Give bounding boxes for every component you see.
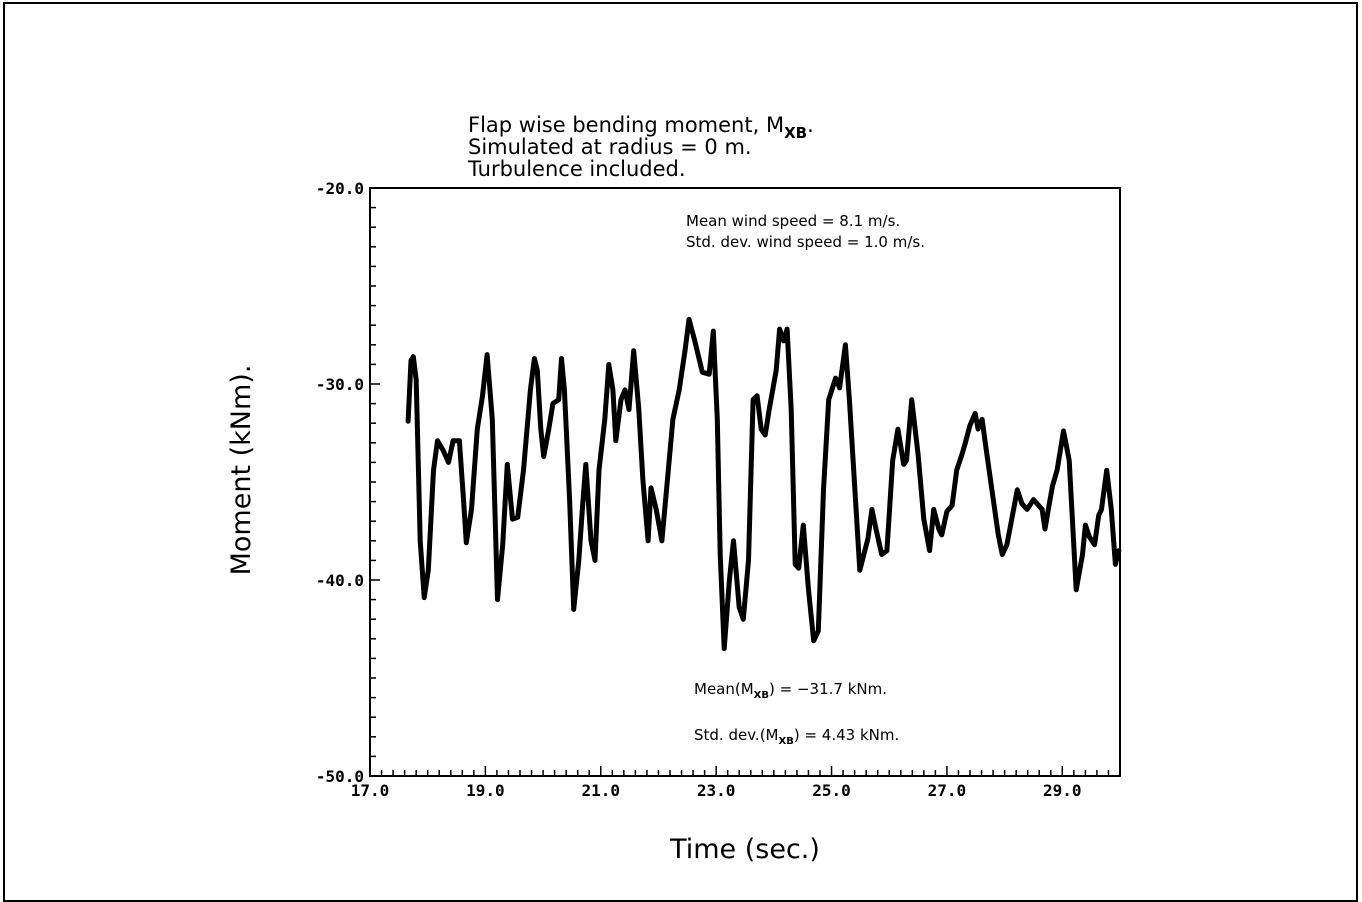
title-line-1: Flap wise bending moment, M xyxy=(468,113,784,137)
y-tick-label: -40.0 xyxy=(316,571,364,590)
series-line-moment xyxy=(405,316,1122,652)
title-line-2: Simulated at radius = 0 m. xyxy=(468,135,752,159)
y-tick-labels: -20.0 -30.0 -40.0 -50.0 xyxy=(316,179,364,786)
x-tick-label: 21.0 xyxy=(582,781,621,800)
y-axis-label: Moment (kNm). xyxy=(226,365,257,576)
title-subscript: XB xyxy=(784,124,807,142)
svg-text:Flap wise bending moment, MXB.: Flap wise bending moment, MXB. xyxy=(468,113,814,142)
axis-ticks xyxy=(369,187,1121,777)
y-tick-label: -20.0 xyxy=(316,179,364,198)
annotation-std-wind: Std. dev. wind speed = 1.0 m/s. xyxy=(686,233,925,251)
x-axis-label: Time (sec.) xyxy=(669,834,820,865)
x-tick-label: 25.0 xyxy=(812,781,851,800)
title-line-3: Turbulence included. xyxy=(467,157,686,181)
annotation-mean-moment: Mean(MXB) = −31.7 kNm. xyxy=(694,680,887,701)
y-tick-label: -50.0 xyxy=(316,767,364,786)
x-tick-label: 19.0 xyxy=(466,781,505,800)
chart-title: Flap wise bending moment, MXB. Simulated… xyxy=(467,113,814,181)
x-tick-label: 17.0 xyxy=(351,781,390,800)
x-tick-label: 29.0 xyxy=(1043,781,1082,800)
y-tick-label: -30.0 xyxy=(316,375,364,394)
x-tick-labels: 17.0 19.0 21.0 23.0 25.0 27.0 29.0 xyxy=(351,781,1082,800)
annotation-mean-wind: Mean wind speed = 8.1 m/s. xyxy=(686,212,900,230)
annotation-std-moment: Std. dev.(MXB) = 4.43 kNm. xyxy=(694,726,899,747)
x-tick-label: 23.0 xyxy=(697,781,736,800)
x-tick-label: 27.0 xyxy=(928,781,967,800)
